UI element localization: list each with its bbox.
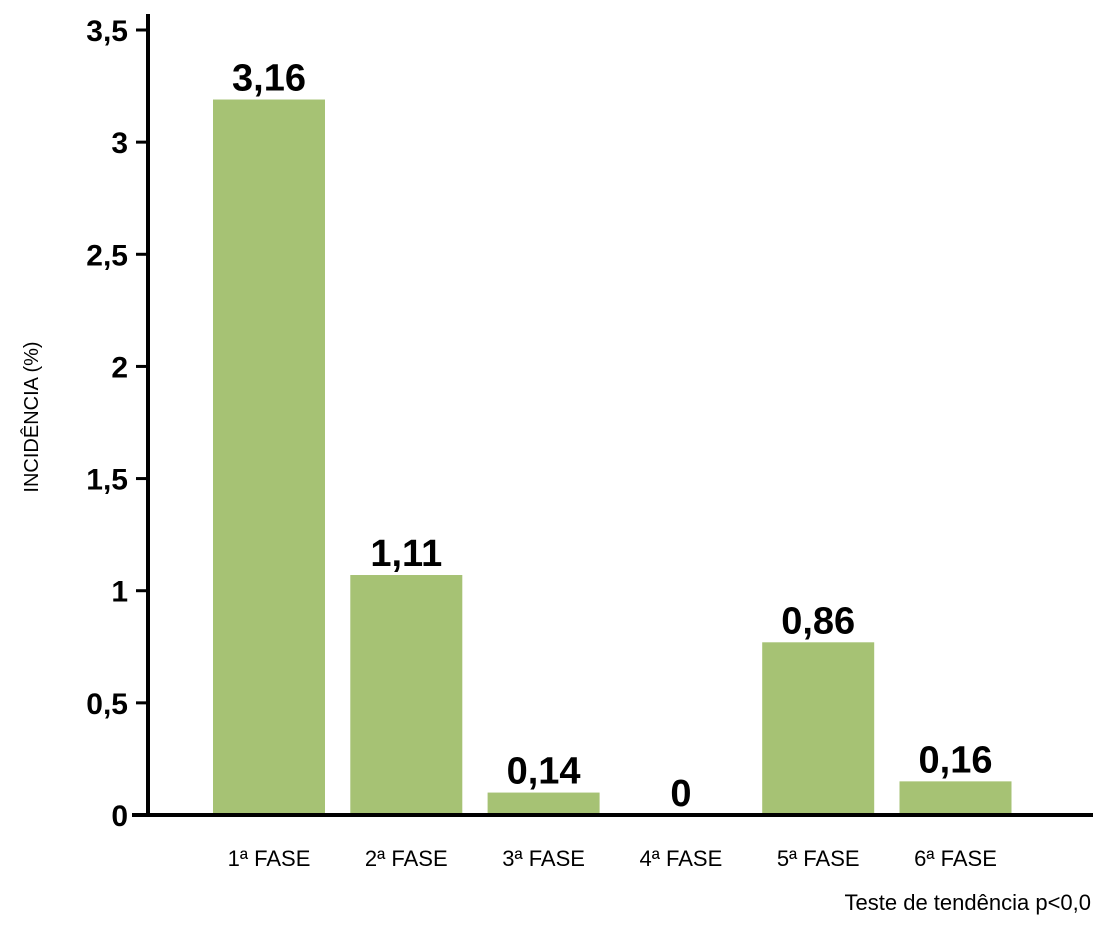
y-tick-label-1: 0 xyxy=(111,800,128,833)
y-tick-label-6: 2,5 xyxy=(86,239,128,272)
data-label-6: 0,16 xyxy=(919,739,993,781)
x-tick-label-3: 3ª FASE xyxy=(502,846,585,871)
bar-1 xyxy=(213,99,325,816)
data-label-4: 0 xyxy=(670,773,691,815)
bar-3 xyxy=(487,792,600,815)
data-labels-group: 3,16 1,11 0,14 0 0,86 0,16 xyxy=(232,58,992,815)
data-label-5: 0,86 xyxy=(781,600,855,642)
data-label-2: 1,11 xyxy=(370,533,442,575)
trend-test-note: Teste de tendência p<0,0 xyxy=(845,890,1091,915)
data-label-1: 3,16 xyxy=(232,58,306,100)
y-tick-label-7: 3 xyxy=(111,127,128,160)
x-tick-label-6: 6ª FASE xyxy=(914,846,997,871)
bar-2 xyxy=(350,575,463,815)
x-tick-label-1: 1ª FASE xyxy=(228,846,311,871)
bars-group xyxy=(213,99,1012,816)
x-tick-label-5: 5ª FASE xyxy=(777,846,860,871)
y-axis-label: INCIDÊNCIA (%) xyxy=(20,341,43,492)
x-tick-label-4: 4ª FASE xyxy=(640,846,723,871)
y-tick-label-2: 0,5 xyxy=(86,688,128,721)
y-tick-label-4: 1,5 xyxy=(86,464,128,497)
y-tick-labels-group: 0 0,5 1 1,5 2 2,5 3 3,5 xyxy=(86,15,148,833)
bar-6 xyxy=(899,781,1012,815)
y-tick-label-5: 2 xyxy=(111,351,128,384)
bar-5 xyxy=(762,642,875,815)
x-tick-label-2: 2ª FASE xyxy=(365,846,448,871)
data-label-3: 0,14 xyxy=(507,751,581,793)
y-tick-label-3: 1 xyxy=(111,576,128,609)
y-tick-label-8: 3,5 xyxy=(86,15,128,48)
x-tick-labels-group: 1ª FASE 2ª FASE 3ª FASE 4ª FASE 5ª FASE 6ª FA… xyxy=(228,846,997,871)
